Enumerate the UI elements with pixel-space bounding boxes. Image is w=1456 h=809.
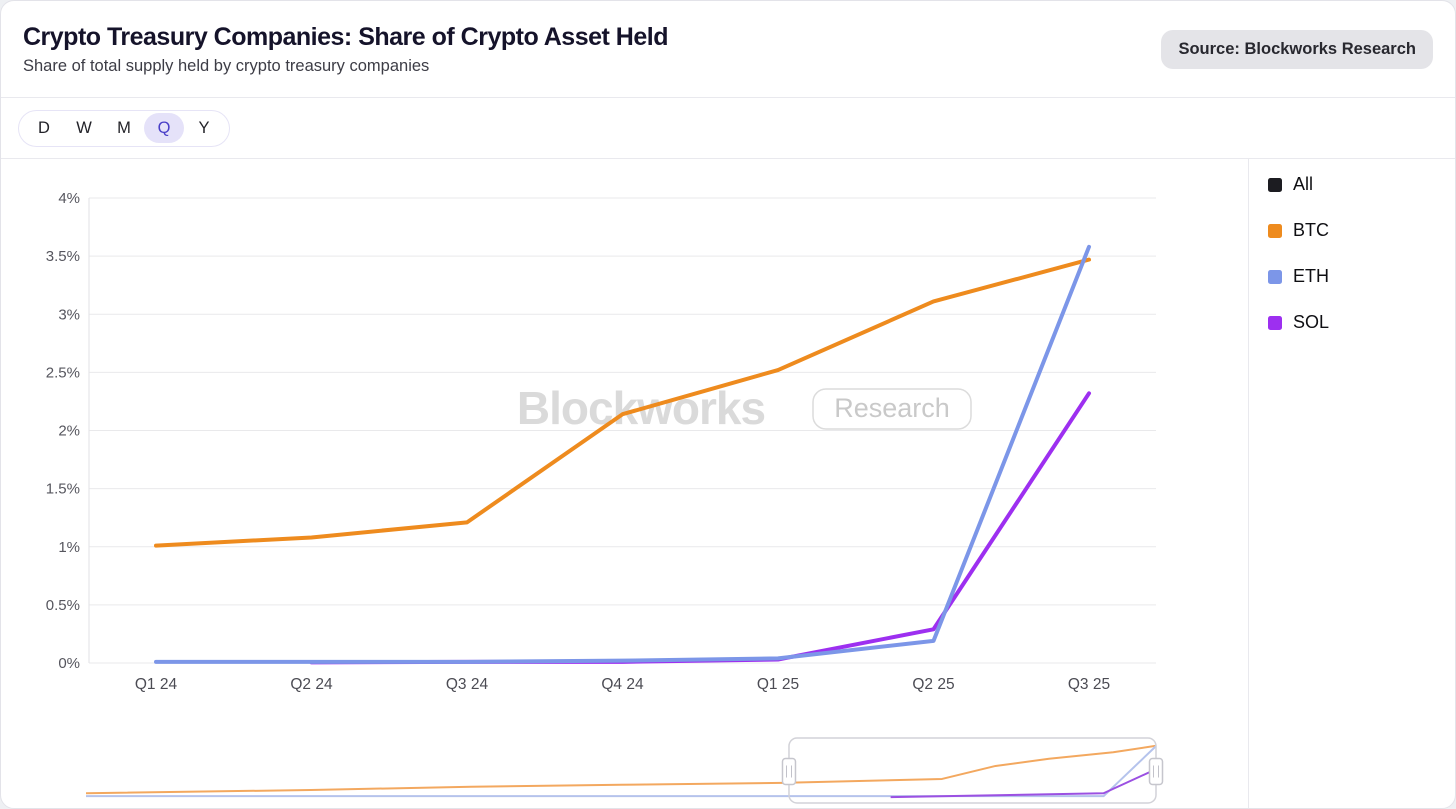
range-button-m[interactable]: M: [104, 113, 144, 143]
range-button-w[interactable]: W: [64, 113, 104, 143]
y-axis-tick-label: 3.5%: [46, 248, 80, 265]
x-axis-tick-label: Q3 25: [1068, 676, 1110, 693]
y-axis-tick-label: 1.5%: [46, 481, 80, 498]
y-axis-tick-label: 2%: [58, 423, 80, 440]
legend-label: ETH: [1293, 266, 1329, 286]
title-block: Crypto Treasury Companies: Share of Cryp…: [23, 23, 668, 76]
y-axis-tick-label: 0%: [58, 655, 80, 672]
navigator-line-sol: [890, 768, 1157, 799]
x-axis-tick-label: Q1 24: [135, 676, 178, 693]
x-axis-tick-label: Q3 24: [446, 676, 489, 693]
legend-item-sol[interactable]: SOL: [1268, 312, 1455, 333]
range-button-q[interactable]: Q: [144, 113, 184, 143]
y-axis-tick-label: 3%: [58, 306, 80, 323]
range-button-y[interactable]: Y: [184, 113, 224, 143]
y-axis-tick-label: 1%: [58, 539, 80, 556]
y-axis-tick-label: 2.5%: [46, 364, 80, 381]
y-axis-tick-label: 0.5%: [46, 597, 80, 614]
series-line-btc[interactable]: [154, 257, 1091, 548]
legend-item-all[interactable]: All: [1268, 174, 1455, 195]
page-subtitle: Share of total supply held by crypto tre…: [23, 56, 430, 75]
chart-area[interactable]: Blockworks Research 0% 0.5% 1% 1.5% 2% 2.5% 3% 3.…: [1, 159, 1248, 809]
navigator-line-btc: [85, 744, 1157, 795]
x-axis-tick-label: Q2 25: [912, 676, 954, 693]
legend-swatch-icon: [1268, 269, 1282, 284]
legend-swatch-icon: [1268, 223, 1282, 238]
series-line-eth[interactable]: [154, 244, 1091, 664]
x-axis-tick-label: Q4 24: [601, 676, 644, 693]
legend-label: BTC: [1293, 220, 1329, 240]
legend-label: All: [1293, 174, 1314, 194]
navigator-line-eth: [86, 745, 1157, 798]
watermark-tag: Research: [834, 393, 950, 423]
navigator-handle-right[interactable]: [1148, 757, 1164, 786]
legend-item-btc[interactable]: BTC: [1268, 220, 1455, 241]
legend-swatch-icon: [1268, 315, 1282, 330]
x-axis-tick-label: Q1 25: [757, 676, 799, 693]
source-badge: Source: Blockworks Research: [1161, 29, 1433, 69]
chart-canvas[interactable]: Blockworks Research0%0.5%1%1.5%2%2.5%3%3.…: [1, 159, 1248, 809]
navigator-handle-left[interactable]: [781, 757, 797, 786]
y-axis-tick-label: 4%: [58, 190, 80, 207]
chart-header: Crypto Treasury Companies: Share of Cryp…: [1, 1, 1455, 98]
x-axis-tick-label: Q2 24: [290, 676, 333, 693]
legend-swatch-icon: [1268, 177, 1282, 192]
watermark-tag-pill: [812, 388, 972, 430]
legend-item-eth[interactable]: ETH: [1268, 266, 1455, 287]
page-title: Crypto Treasury Companies: Share of Cryp…: [23, 22, 668, 51]
range-button-d[interactable]: D: [24, 113, 64, 143]
legend-label: SOL: [1293, 312, 1330, 332]
main-content: Blockworks Research 0% 0.5% 1% 1.5% 2% 2.5% 3% 3.…: [1, 159, 1455, 809]
legend-panel: All BTC ETH SOL: [1248, 159, 1455, 808]
